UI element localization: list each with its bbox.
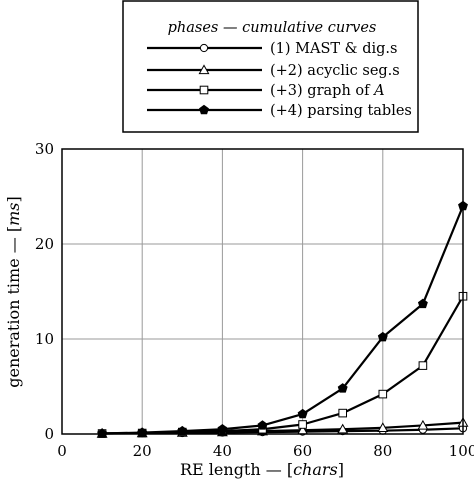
triangle-marker bbox=[198, 64, 210, 75]
y-tick-label: 30 bbox=[35, 140, 54, 158]
x-axis-label-suffix: ] bbox=[338, 460, 344, 479]
x-tick-label: 0 bbox=[57, 442, 67, 460]
legend-entry-2: (+2) acyclic seg.s bbox=[147, 63, 400, 79]
legend-label: (+3) graph of A bbox=[270, 83, 385, 99]
x-tick-label: 100 bbox=[449, 442, 474, 460]
square-marker bbox=[418, 361, 428, 370]
y-tick-label: 20 bbox=[35, 235, 54, 253]
square-marker bbox=[338, 408, 347, 418]
legend-entry-4: (+4) parsing tables bbox=[147, 103, 412, 119]
legend-label: (1) MAST & dig.s bbox=[270, 41, 397, 57]
y-axis-label: generation time — [ms] bbox=[4, 196, 23, 387]
tick-labels: 0 20 40 60 80 100 0 10 20 30 bbox=[35, 140, 474, 460]
x-axis-label-unit: chars bbox=[293, 460, 338, 479]
legend-label: (+4) parsing tables bbox=[270, 103, 412, 119]
series-layer bbox=[96, 200, 469, 438]
y-tick-label: 0 bbox=[44, 425, 54, 443]
legend-title: phases — cumulative curves bbox=[168, 20, 377, 36]
triangle-marker bbox=[417, 419, 429, 430]
legend-label: (+2) acyclic seg.s bbox=[270, 63, 400, 79]
grid bbox=[62, 149, 463, 434]
plot-area: 0 20 40 60 80 100 0 10 20 30 bbox=[35, 140, 474, 460]
x-tick-label: 60 bbox=[293, 442, 312, 460]
pentagon-marker bbox=[217, 424, 228, 434]
triangle-marker bbox=[337, 423, 349, 434]
pentagon-marker bbox=[377, 331, 388, 342]
square-marker bbox=[298, 420, 307, 429]
x-axis-label: RE length — [chars] bbox=[180, 460, 344, 479]
legend-entry-1: (1) MAST & dig.s bbox=[147, 41, 397, 57]
legend-label-italic: A bbox=[372, 83, 384, 99]
pentagon-marker bbox=[417, 298, 428, 309]
pentagon-marker bbox=[199, 104, 209, 115]
y-axis-label-suffix: ] bbox=[4, 196, 23, 202]
pentagon-marker bbox=[297, 408, 308, 419]
square-marker bbox=[199, 85, 209, 95]
pentagon-marker bbox=[337, 383, 348, 393]
square-marker bbox=[378, 389, 388, 399]
pentagon-marker bbox=[177, 425, 188, 436]
y-axis-label-unit: ms bbox=[4, 203, 23, 226]
legend-entry-3: (+3) graph of A bbox=[147, 83, 385, 99]
plot-frame bbox=[61, 148, 464, 435]
y-axis-label-prefix: generation time — [ bbox=[4, 226, 23, 388]
y-tick-label: 10 bbox=[35, 330, 54, 348]
pentagon-marker bbox=[257, 420, 268, 430]
legend: phases — cumulative curves (1) MAST & di… bbox=[122, 0, 419, 133]
pentagon-marker bbox=[97, 428, 108, 438]
series-4 bbox=[97, 200, 468, 438]
x-tick-label: 20 bbox=[133, 442, 152, 460]
legend-label-prefix: (+3) graph of bbox=[270, 83, 374, 99]
series-line bbox=[102, 205, 465, 435]
triangle-marker bbox=[377, 422, 389, 433]
x-tick-label: 80 bbox=[373, 442, 392, 460]
circle-marker bbox=[199, 43, 209, 53]
x-axis-label-prefix: RE length — [ bbox=[180, 460, 293, 479]
x-tick-label: 40 bbox=[213, 442, 232, 460]
legend-entries: (1) MAST & dig.s (+2) acyclic seg.s (+3) g… bbox=[147, 41, 412, 119]
